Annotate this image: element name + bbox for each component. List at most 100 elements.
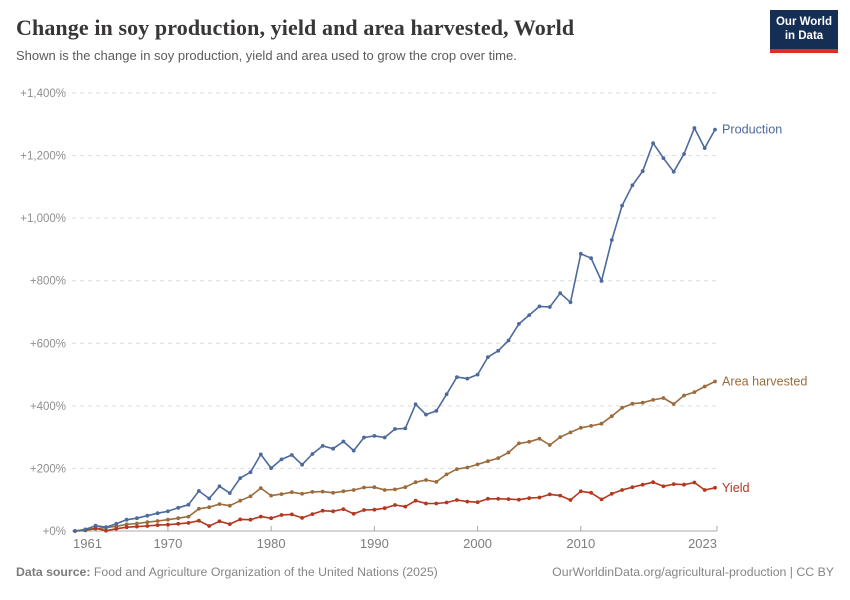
data-point-production — [692, 126, 697, 130]
data-point-yield — [455, 498, 459, 502]
chart-subtitle: Shown is the change in soy production, y… — [16, 48, 517, 64]
data-point-yield — [176, 521, 181, 526]
data-point-production — [73, 529, 77, 533]
data-point-area-harvested — [537, 436, 542, 441]
data-point-area-harvested — [434, 480, 439, 484]
data-point-yield — [517, 497, 521, 502]
data-point-production — [651, 141, 655, 145]
data-point-area-harvested — [393, 487, 397, 492]
data-point-yield — [713, 485, 717, 490]
data-point-production — [393, 427, 397, 431]
data-point-area-harvested — [124, 522, 129, 527]
owid-chart-page: Change in soy production, yield and area… — [0, 0, 850, 579]
data-source-text: Food and Agriculture Organization of the… — [93, 565, 438, 579]
data-point-yield — [145, 524, 150, 528]
data-point-production — [362, 435, 366, 440]
data-point-production — [258, 452, 263, 457]
data-point-production — [517, 322, 521, 326]
data-point-area-harvested — [702, 384, 707, 389]
data-point-production — [372, 434, 377, 438]
data-point-production — [671, 169, 676, 174]
data-point-yield — [135, 524, 139, 529]
data-point-production — [620, 203, 624, 208]
data-point-area-harvested — [630, 401, 635, 406]
data-point-area-harvested — [145, 520, 150, 525]
data-point-production — [289, 453, 294, 457]
data-source-label: Data source: — [16, 565, 91, 579]
data-point-yield — [578, 489, 583, 494]
data-point-production — [527, 313, 532, 317]
data-point-production — [403, 426, 408, 431]
owid-url-link[interactable]: OurWorldinData.org/agricultural-producti… — [552, 565, 834, 579]
series-line-production — [74, 127, 716, 532]
data-point-yield — [248, 517, 253, 522]
data-point-production — [310, 452, 315, 456]
data-point-area-harvested — [640, 400, 645, 405]
data-point-area-harvested — [620, 405, 624, 410]
data-point-yield — [413, 498, 418, 503]
data-point-area-harvested — [166, 517, 170, 522]
data-point-area-harvested — [465, 465, 470, 470]
data-point-production — [166, 509, 170, 514]
data-point-production — [702, 146, 707, 150]
owid-logo[interactable]: Our World in Data — [770, 10, 838, 53]
data-point-production — [682, 152, 686, 156]
y-axis-tick-label: +600% — [30, 338, 66, 350]
data-point-yield — [207, 524, 212, 528]
data-point-yield — [155, 523, 160, 527]
data-point-yield — [258, 514, 263, 519]
data-point-production — [609, 238, 614, 242]
data-point-yield — [217, 519, 222, 524]
series-label-area-harvested: Area harvested — [722, 374, 807, 388]
data-point-yield — [197, 518, 201, 523]
data-point-area-harvested — [217, 502, 222, 506]
data-point-production — [176, 505, 181, 510]
data-point-area-harvested — [289, 490, 294, 495]
data-point-production — [589, 256, 593, 261]
y-axis-tick-label: +1,000% — [20, 213, 66, 225]
data-point-production — [124, 517, 129, 522]
data-point-production — [279, 457, 284, 462]
data-point-yield — [506, 497, 511, 501]
chart-area: +0% +200% +400% +600% +800% +1,000% +1,200% +1,… — [0, 85, 850, 560]
data-point-yield — [186, 521, 191, 525]
data-point-production — [186, 502, 191, 507]
data-point-yield — [372, 507, 377, 512]
series-line-area-harvested — [74, 380, 716, 532]
data-point-production — [455, 375, 459, 379]
data-point-area-harvested — [609, 414, 614, 419]
data-point-yield — [166, 522, 170, 527]
data-point-yield — [465, 499, 470, 504]
series-label-production: Production — [722, 123, 782, 137]
data-point-area-harvested — [258, 486, 263, 490]
data-point-yield — [496, 496, 501, 501]
chart-header: Change in soy production, yield and area… — [0, 0, 850, 85]
data-point-production — [114, 521, 119, 526]
data-point-production — [640, 169, 645, 174]
data-point-area-harvested — [455, 467, 459, 471]
data-point-production — [300, 462, 304, 467]
x-axis-tick-label: 2023 — [688, 536, 717, 551]
data-point-yield — [310, 512, 315, 516]
data-point-production — [135, 516, 139, 521]
data-point-yield — [289, 512, 294, 517]
data-point-area-harvested — [227, 503, 232, 508]
data-point-production — [238, 476, 243, 480]
data-point-area-harvested — [568, 430, 573, 435]
data-point-production — [341, 439, 346, 444]
data-point-area-harvested — [403, 485, 408, 490]
data-point-yield — [527, 496, 532, 500]
data-point-production — [475, 372, 480, 377]
data-point-area-harvested — [671, 402, 676, 406]
data-point-area-harvested — [424, 478, 428, 482]
data-point-area-harvested — [300, 491, 304, 496]
data-point-yield — [393, 503, 397, 507]
data-point-yield — [661, 484, 666, 489]
data-point-production — [155, 511, 160, 516]
data-point-area-harvested — [496, 456, 501, 460]
data-point-area-harvested — [176, 516, 181, 521]
data-point-area-harvested — [331, 490, 335, 495]
data-source: Data source: Food and Agriculture Organi… — [16, 565, 438, 600]
data-point-area-harvested — [341, 489, 346, 494]
data-point-yield — [382, 506, 387, 511]
